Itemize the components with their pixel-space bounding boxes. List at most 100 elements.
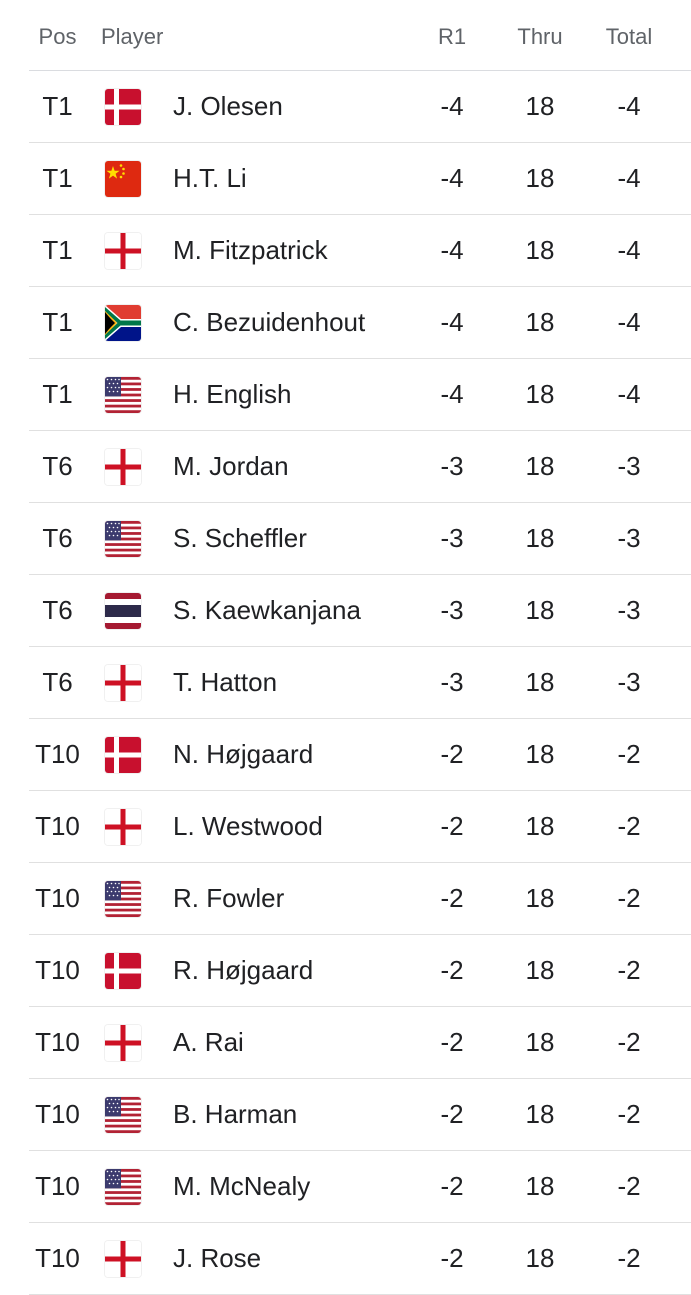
position-cell: T1 [42,163,73,193]
header-player: Player [101,24,164,49]
denmark-flag-icon [105,88,141,125]
table-row[interactable]: T10 N. Højgaard -2 18 -2 [29,719,691,791]
thru-holes: 18 [525,1027,555,1057]
total-score: -3 [617,595,641,625]
r1-score: -2 [440,739,464,769]
thru-holes: 18 [525,163,555,193]
player-name[interactable]: M. McNealy [173,1171,311,1201]
player-name[interactable]: B. Harman [173,1099,298,1129]
total-score: -4 [617,91,641,121]
total-score: -2 [617,1027,641,1057]
total-score: -4 [617,163,641,193]
thru-holes: 18 [525,235,555,265]
position-cell: T1 [42,379,73,409]
thailand-flag-icon [105,592,141,629]
denmark-flag-icon [105,736,141,773]
position-cell: T10 [35,1171,80,1201]
thru-holes: 18 [525,379,555,409]
player-name[interactable]: N. Højgaard [173,739,314,769]
china-flag-icon [105,160,141,197]
r1-score: -4 [440,235,464,265]
r1-score: -4 [440,91,464,121]
table-row[interactable]: T1 C. Bezuidenhout -4 18 -4 [29,287,691,359]
table-row[interactable]: T10 B. Harman -2 18 -2 [29,1079,691,1151]
player-name[interactable]: S. Scheffler [173,523,307,553]
total-score: -4 [617,235,641,265]
leaderboard-table: Pos Player R1 Thru Total T1 J. Olesen -4 18… [29,0,691,1295]
player-name[interactable]: H. English [173,379,292,409]
thru-holes: 18 [525,307,555,337]
r1-score: -2 [440,1027,464,1057]
position-cell: T10 [35,739,80,769]
player-name[interactable]: A. Rai [173,1027,244,1057]
r1-score: -3 [440,595,464,625]
player-name[interactable]: S. Kaewkanjana [173,595,361,625]
table-row[interactable]: T10 R. Fowler -2 18 -2 [29,863,691,935]
r1-score: -2 [440,1171,464,1201]
total-score: -2 [617,1171,641,1201]
thru-holes: 18 [525,667,555,697]
usa-flag-icon [105,376,141,413]
total-score: -4 [617,379,641,409]
table-row[interactable]: T6 T. Hatton -3 18 -3 [29,647,691,719]
table-row[interactable]: T10 R. Højgaard -2 18 -2 [29,935,691,1007]
thru-holes: 18 [525,739,555,769]
position-cell: T10 [35,955,80,985]
position-cell: T6 [42,523,73,553]
player-name[interactable]: J. Olesen [173,91,283,121]
table-row[interactable]: T6 S. Scheffler -3 18 -3 [29,503,691,575]
usa-flag-icon [105,880,141,917]
thru-holes: 18 [525,91,555,121]
r1-score: -2 [440,883,464,913]
r1-score: -2 [440,955,464,985]
usa-flag-icon [105,1168,141,1205]
thru-holes: 18 [525,523,555,553]
table-row[interactable]: T1 H.T. Li -4 18 -4 [29,143,691,215]
position-cell: T1 [42,235,73,265]
table-row[interactable]: T1 H. English -4 18 -4 [29,359,691,431]
south-africa-flag-icon [105,304,141,341]
player-name[interactable]: R. Højgaard [173,955,314,985]
r1-score: -4 [440,163,464,193]
leaderboard-rows: T1 J. Olesen -4 18 -4 T1 H.T. Li -4 18 -4 T1 M. Fit… [29,71,691,1295]
position-cell: T10 [35,811,80,841]
table-row[interactable]: T10 M. McNealy -2 18 -2 [29,1151,691,1223]
table-row[interactable]: T1 J. Olesen -4 18 -4 [29,71,691,143]
england-flag-icon [105,1240,141,1277]
player-name[interactable]: R. Fowler [173,883,285,913]
r1-score: -3 [440,451,464,481]
r1-score: -4 [440,307,464,337]
denmark-flag-icon [105,952,141,989]
position-cell: T6 [42,595,73,625]
header-r1: R1 [437,24,467,49]
usa-flag-icon [105,1096,141,1133]
player-name[interactable]: J. Rose [173,1243,262,1273]
table-row[interactable]: T10 J. Rose -2 18 -2 [29,1223,691,1295]
leaderboard-header: Pos Player R1 Thru Total [29,0,691,71]
total-score: -3 [617,451,641,481]
thru-holes: 18 [525,883,555,913]
table-row[interactable]: T6 M. Jordan -3 18 -3 [29,431,691,503]
england-flag-icon [105,448,141,485]
position-cell: T6 [42,451,73,481]
r1-score: -3 [440,523,464,553]
player-name[interactable]: T. Hatton [173,667,278,697]
total-score: -3 [617,667,641,697]
position-cell: T1 [42,307,73,337]
player-name[interactable]: C. Bezuidenhout [173,307,366,337]
player-name[interactable]: H.T. Li [173,163,247,193]
thru-holes: 18 [525,595,555,625]
player-name[interactable]: L. Westwood [173,811,323,841]
table-row[interactable]: T1 M. Fitzpatrick -4 18 -4 [29,215,691,287]
player-name[interactable]: M. Jordan [173,451,289,481]
total-score: -3 [617,523,641,553]
table-row[interactable]: T10 L. Westwood -2 18 -2 [29,791,691,863]
table-row[interactable]: T6 S. Kaewkanjana -3 18 -3 [29,575,691,647]
position-cell: T10 [35,883,80,913]
r1-score: -4 [440,379,464,409]
thru-holes: 18 [525,451,555,481]
player-name[interactable]: M. Fitzpatrick [173,235,328,265]
table-row[interactable]: T10 A. Rai -2 18 -2 [29,1007,691,1079]
thru-holes: 18 [525,811,555,841]
r1-score: -2 [440,1099,464,1129]
